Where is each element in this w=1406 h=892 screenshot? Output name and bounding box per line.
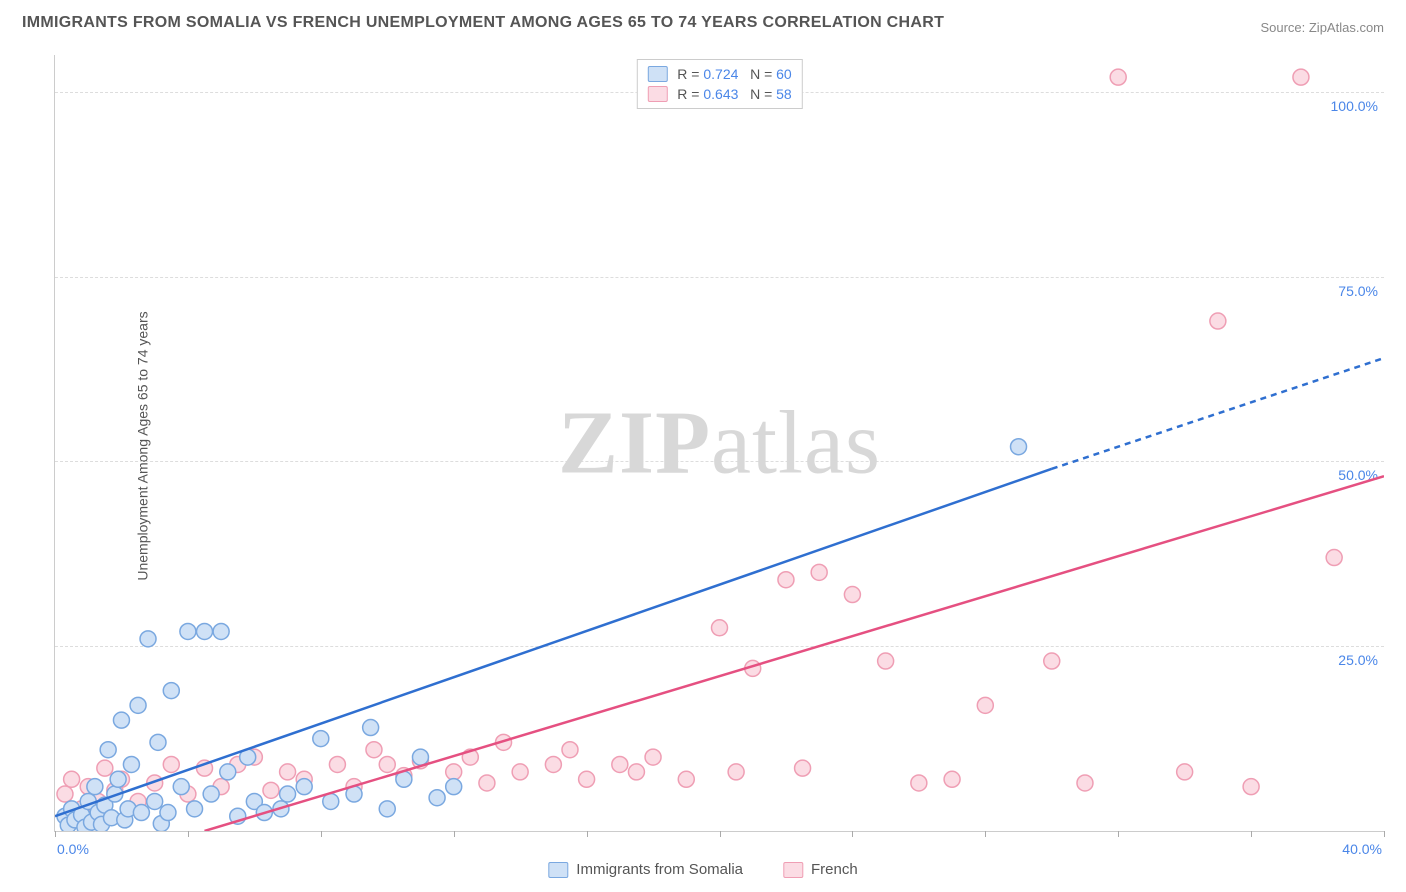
legend-stat-row: R = 0.643 N = 58	[647, 84, 791, 104]
data-point	[130, 697, 146, 713]
legend-swatch	[783, 862, 803, 878]
x-tick	[55, 831, 56, 837]
data-point	[612, 756, 628, 772]
data-point	[911, 775, 927, 791]
x-tick-label: 0.0%	[57, 841, 89, 857]
data-point	[944, 771, 960, 787]
x-tick	[720, 831, 721, 837]
data-point	[844, 587, 860, 603]
regression-line	[205, 476, 1384, 831]
chart-svg	[55, 55, 1384, 831]
legend-item: French	[783, 861, 858, 878]
data-point	[479, 775, 495, 791]
legend-item: Immigrants from Somalia	[548, 861, 743, 878]
x-tick	[852, 831, 853, 837]
data-point	[429, 790, 445, 806]
data-point	[140, 631, 156, 647]
legend-top: R = 0.724 N = 60 R = 0.643 N = 58	[636, 59, 802, 109]
data-point	[1293, 69, 1309, 85]
data-point	[203, 786, 219, 802]
data-point	[1110, 69, 1126, 85]
data-point	[57, 786, 73, 802]
data-point	[163, 683, 179, 699]
data-point	[645, 749, 661, 765]
data-point	[366, 742, 382, 758]
legend-stat-row: R = 0.724 N = 60	[647, 64, 791, 84]
x-tick	[587, 831, 588, 837]
x-tick	[321, 831, 322, 837]
data-point	[778, 572, 794, 588]
data-point	[147, 793, 163, 809]
legend-swatch	[548, 862, 568, 878]
data-point	[113, 712, 129, 728]
legend-swatch	[647, 86, 667, 102]
data-point	[379, 756, 395, 772]
data-point	[110, 771, 126, 787]
data-point	[412, 749, 428, 765]
data-point	[977, 697, 993, 713]
plot-area: ZIPatlas R = 0.724 N = 60R = 0.643 N = 5…	[54, 55, 1384, 832]
data-point	[562, 742, 578, 758]
data-point	[446, 764, 462, 780]
data-point	[123, 756, 139, 772]
data-point	[712, 620, 728, 636]
data-point	[446, 779, 462, 795]
x-tick	[985, 831, 986, 837]
data-point	[329, 756, 345, 772]
x-tick	[1251, 831, 1252, 837]
data-point	[545, 756, 561, 772]
legend-swatch	[647, 66, 667, 82]
chart-title: IMMIGRANTS FROM SOMALIA VS FRENCH UNEMPL…	[22, 14, 944, 32]
data-point	[213, 623, 229, 639]
data-point	[363, 720, 379, 736]
data-point	[220, 764, 236, 780]
data-point	[280, 786, 296, 802]
data-point	[87, 779, 103, 795]
x-tick-label: 40.0%	[1342, 841, 1382, 857]
data-point	[150, 734, 166, 750]
x-tick	[454, 831, 455, 837]
data-point	[795, 760, 811, 776]
data-point	[878, 653, 894, 669]
data-point	[187, 801, 203, 817]
data-point	[197, 623, 213, 639]
data-point	[512, 764, 528, 780]
data-point	[313, 731, 329, 747]
legend-stat-text: R = 0.724 N = 60	[677, 66, 791, 82]
x-tick	[1384, 831, 1385, 837]
source-label: Source: ZipAtlas.com	[1260, 20, 1384, 35]
data-point	[100, 742, 116, 758]
x-tick	[188, 831, 189, 837]
legend-bottom: Immigrants from Somalia French	[548, 861, 857, 878]
data-point	[1011, 439, 1027, 455]
data-point	[1326, 550, 1342, 566]
data-point	[296, 779, 312, 795]
data-point	[628, 764, 644, 780]
legend-label: French	[811, 861, 858, 878]
chart-container: IMMIGRANTS FROM SOMALIA VS FRENCH UNEMPL…	[0, 0, 1406, 892]
data-point	[1044, 653, 1060, 669]
legend-label: Immigrants from Somalia	[576, 861, 743, 878]
data-point	[263, 782, 279, 798]
x-tick	[1118, 831, 1119, 837]
data-point	[173, 779, 189, 795]
data-point	[64, 771, 80, 787]
data-point	[160, 805, 176, 821]
data-point	[1177, 764, 1193, 780]
data-point	[133, 805, 149, 821]
data-point	[728, 764, 744, 780]
data-point	[163, 756, 179, 772]
data-point	[579, 771, 595, 787]
regression-line-extrapolated	[1052, 358, 1384, 469]
data-point	[97, 760, 113, 776]
data-point	[280, 764, 296, 780]
data-point	[678, 771, 694, 787]
data-point	[379, 801, 395, 817]
data-point	[180, 623, 196, 639]
legend-stat-text: R = 0.643 N = 58	[677, 86, 791, 102]
data-point	[1077, 775, 1093, 791]
data-point	[1243, 779, 1259, 795]
data-point	[1210, 313, 1226, 329]
data-point	[811, 564, 827, 580]
